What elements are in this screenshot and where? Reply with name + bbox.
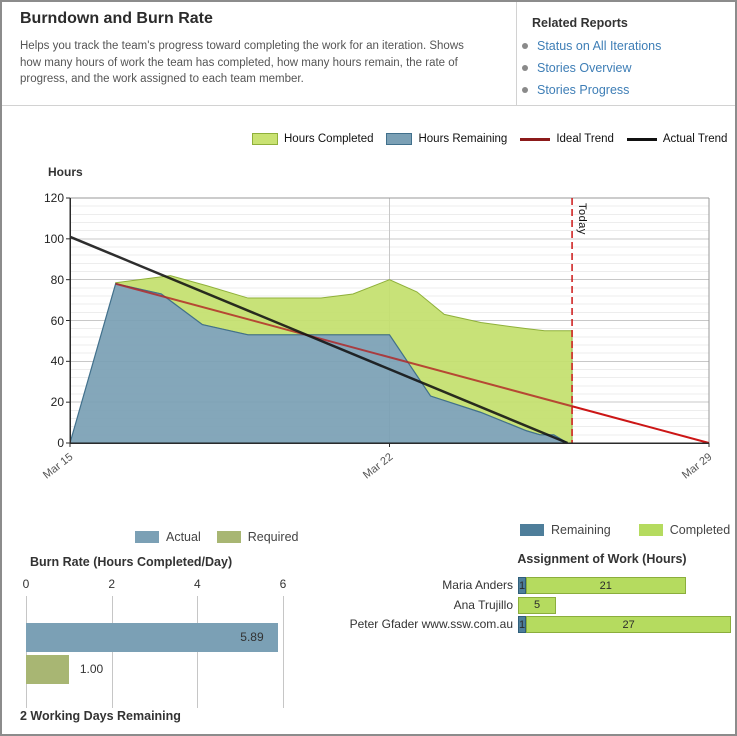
today-label: Today — [576, 203, 589, 235]
remaining-segment: 1 — [518, 616, 526, 634]
y-tick-label: 80 — [50, 272, 64, 287]
assignment-row: Peter Gfader www.ssw.com.au 1 27 — [2, 616, 735, 634]
legend-label: Completed — [669, 523, 731, 537]
legend-item-remaining: Remaining — [520, 523, 611, 537]
related-report-item[interactable]: Stories Progress — [522, 83, 629, 97]
required-swatch-icon — [216, 531, 241, 543]
assignment-legend: Remaining Completed — [520, 523, 730, 537]
related-report-link-status-on-all-iterations[interactable]: Status on All Iterations — [537, 39, 662, 53]
assignment-title: Assignment of Work (Hours) — [517, 552, 687, 566]
header-divider — [2, 105, 735, 106]
burndown-chart — [66, 197, 710, 447]
remaining-swatch-icon — [520, 524, 544, 536]
actual-trend-line-icon — [626, 137, 657, 141]
bullet-icon — [522, 43, 528, 49]
legend-item-ideal-trend: Ideal Trend — [520, 133, 614, 145]
legend-item-hours-remaining: Hours Remaining — [386, 133, 507, 145]
legend-item-actual: Actual — [135, 530, 201, 544]
burn-rate-tick-label: 6 — [279, 577, 287, 591]
assignment-category-label: Ana Trujillo — [453, 597, 513, 612]
legend-item-required: Required — [216, 530, 299, 544]
completed-swatch-icon — [638, 524, 663, 536]
assignment-row: Ana Trujillo 5 — [2, 596, 735, 614]
assignment-bar: 1 21 — [518, 577, 686, 594]
legend-item-actual-trend: Actual Trend — [626, 133, 728, 145]
page-description: Helps you track the team's progress towa… — [20, 40, 464, 86]
vertical-divider — [516, 2, 517, 105]
burn-rate-gridline — [197, 596, 199, 708]
burn-rate-gridline — [111, 596, 113, 708]
legend-label: Ideal Trend — [556, 133, 614, 145]
y-tick-label: 0 — [57, 436, 64, 450]
remaining-segment: 1 — [518, 577, 526, 594]
assignment-bar: 5 — [518, 596, 556, 614]
assignment-bar: 1 27 — [518, 616, 732, 634]
completed-segment: 5 — [518, 596, 556, 614]
legend-label: Required — [247, 530, 299, 544]
bullet-icon — [522, 87, 528, 93]
legend-item-hours-completed: Hours Completed — [252, 133, 373, 145]
y-tick-label: 120 — [43, 191, 64, 205]
burn-rate-bar-required — [26, 655, 69, 684]
legend-item-completed: Completed — [638, 523, 731, 537]
burn-rate-value-label: 1.00 — [79, 662, 104, 676]
completed-segment: 27 — [526, 616, 732, 634]
burn-rate-legend: Actual Required — [135, 530, 298, 544]
burn-rate-title: Burn Rate (Hours Completed/Day) — [30, 555, 233, 569]
actual-swatch-icon — [135, 531, 159, 543]
burn-rate-bar-actual — [26, 623, 279, 652]
bullet-icon — [522, 65, 528, 71]
y-tick-label: 20 — [50, 395, 64, 410]
related-reports-title: Related Reports — [532, 16, 628, 30]
legend-label: Hours Remaining — [418, 133, 508, 145]
assignment-row: Maria Anders 1 21 — [2, 577, 735, 594]
completed-segment: 21 — [526, 577, 686, 594]
legend-label: Remaining — [551, 523, 611, 537]
related-report-item[interactable]: Status on All Iterations — [522, 39, 661, 53]
y-tick-label: 40 — [50, 354, 64, 369]
burndown-legend: Hours Completed Hours Remaining Ideal Tr… — [252, 133, 727, 145]
legend-label: Hours Completed — [284, 133, 374, 145]
y-tick-label: 60 — [50, 313, 64, 328]
assignment-category-label: Peter Gfader www.ssw.com.au — [349, 617, 513, 632]
burn-rate-tick-label: 0 — [22, 577, 30, 591]
burn-rate-gridline — [26, 596, 27, 708]
hours-completed-swatch-icon — [252, 133, 278, 145]
related-report-item[interactable]: Stories Overview — [522, 61, 631, 75]
assignment-category-label: Maria Anders — [442, 578, 513, 592]
y-axis-title: Hours — [48, 165, 83, 179]
burn-rate-value-label: 5.89 — [240, 630, 264, 644]
y-tick-label: 100 — [43, 231, 64, 246]
working-days-remaining: 2 Working Days Remaining — [20, 709, 181, 723]
burn-rate-gridline — [283, 596, 284, 708]
legend-label: Actual Trend — [662, 133, 728, 145]
related-report-link-stories-overview[interactable]: Stories Overview — [537, 61, 632, 75]
related-report-link-stories-progress[interactable]: Stories Progress — [537, 83, 630, 97]
hours-remaining-swatch-icon — [386, 133, 413, 145]
ideal-trend-line-icon — [520, 137, 551, 141]
burn-rate-tick-label: 4 — [193, 577, 201, 591]
page-title: Burndown and Burn Rate — [20, 10, 213, 27]
burn-rate-tick-label: 2 — [108, 577, 115, 591]
legend-label: Actual — [166, 530, 201, 544]
